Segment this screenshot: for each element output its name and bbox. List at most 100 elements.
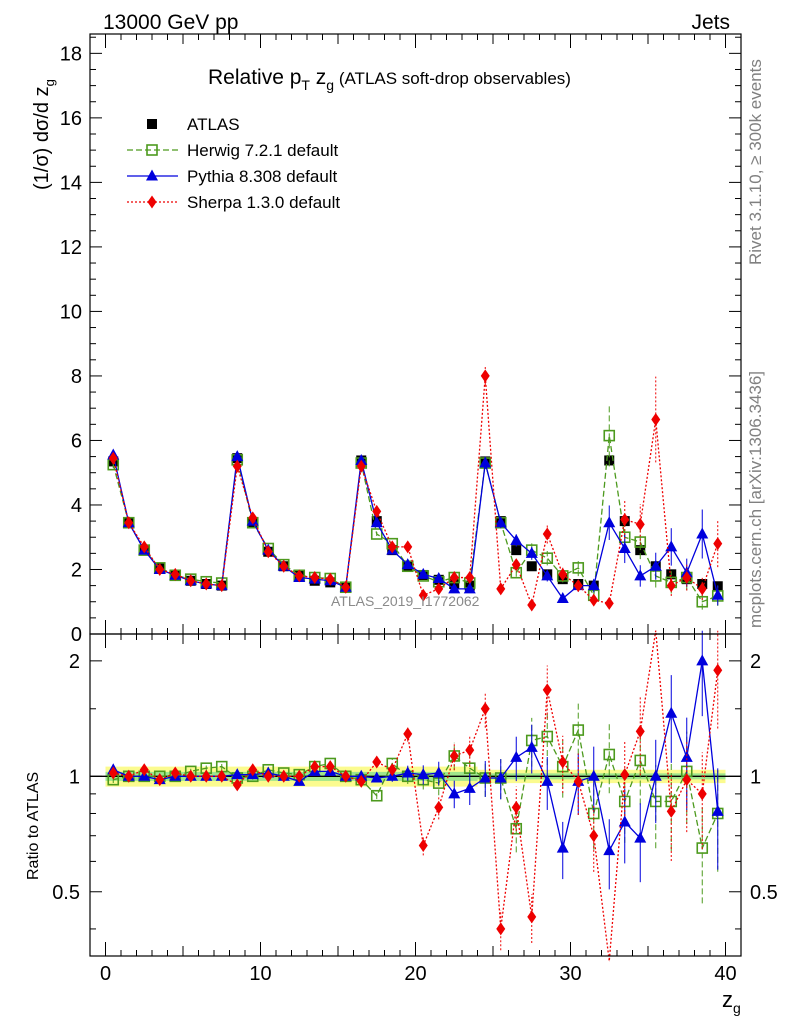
ratio-point (696, 842, 709, 854)
ratio-point (618, 815, 631, 827)
data-point (556, 592, 569, 604)
data-point (620, 512, 630, 526)
ratio-plot-area (90, 630, 741, 962)
ratio-point (572, 724, 585, 736)
ratio-panel-frame (89, 633, 742, 957)
y-tick-label: 12 (60, 237, 82, 259)
ratio-point (201, 769, 211, 783)
data-point (341, 580, 351, 594)
y-tick-label: 2 (71, 559, 82, 581)
ratio-series-sherpa-1-3-0-default (108, 630, 723, 962)
data-point (494, 516, 507, 528)
data-point (186, 574, 196, 588)
data-point (542, 527, 552, 541)
y-tick-label: 6 (71, 430, 82, 452)
ratio-point (434, 800, 444, 814)
ratio-point (634, 831, 647, 843)
data-point (372, 504, 382, 518)
ratio-point (448, 787, 461, 799)
ratio-point (479, 771, 492, 783)
data-point (418, 588, 428, 602)
ratio-line (113, 630, 719, 962)
ratio-point (217, 769, 227, 783)
title-suffix: (ATLAS soft-drop observables) (334, 69, 571, 88)
ratio-point (232, 778, 242, 792)
legend-label: ATLAS (187, 115, 240, 134)
ratio-point (370, 789, 383, 802)
ratio-point (635, 724, 645, 738)
legend-label: Herwig 7.2.1 default (187, 141, 338, 160)
ratio-point (139, 763, 149, 777)
ratio-y-tick-label-right: 0.5 (750, 882, 778, 904)
data-point (232, 459, 242, 473)
ratio-point (696, 654, 709, 666)
ratio-point (682, 773, 692, 787)
data-point (248, 511, 258, 525)
data-point (589, 593, 599, 607)
data-point (618, 542, 631, 554)
ratio-point (465, 743, 475, 757)
ratio-point (387, 763, 397, 777)
ratio-point (401, 766, 414, 778)
data-point (217, 579, 227, 593)
data-point (124, 516, 134, 530)
y-tick-label: 8 (71, 366, 82, 388)
data-point (603, 429, 616, 442)
ratio-point (480, 702, 490, 716)
ratio-point (463, 781, 476, 793)
ratio-point (666, 804, 676, 818)
data-point (558, 567, 568, 581)
ratio-point (310, 760, 320, 774)
data-point (511, 545, 522, 556)
ratio-point (494, 771, 507, 783)
x-tick-label: 10 (249, 963, 271, 985)
ratio-y-axis: 0.5 0.5 1 1 2 2 (52, 651, 778, 930)
ratio-point (558, 755, 568, 769)
ratio-point (279, 769, 289, 783)
data-point (463, 582, 476, 594)
ratio-point (263, 769, 273, 783)
legend-label: Sherpa 1.3.0 default (187, 193, 340, 212)
data-point (604, 596, 614, 610)
ratio-line (112, 660, 719, 853)
data-point (201, 577, 211, 591)
legend-marker (147, 195, 157, 209)
data-point (480, 369, 490, 383)
main-x-ticks (89, 34, 742, 634)
x-axis: 0 10 20 30 40 (89, 634, 742, 985)
ratio-point (711, 804, 724, 816)
ratio-point (231, 768, 244, 780)
legend-label: Pythia 8.308 default (187, 167, 338, 186)
data-point (573, 579, 583, 593)
data-point (603, 516, 616, 528)
legend-marker (146, 169, 158, 181)
ratio-point (372, 755, 382, 769)
main-y-label: (1/σ) dσ/d zg (31, 79, 57, 190)
ratio-point (665, 706, 678, 718)
x-axis-label: zg (722, 987, 741, 1016)
data-point (325, 572, 335, 586)
data-point (526, 561, 537, 572)
ratio-point (541, 730, 554, 743)
data-point (310, 571, 320, 585)
data-point (387, 540, 397, 554)
data-point (634, 569, 647, 581)
data-point (263, 545, 273, 559)
title-z: z (310, 66, 326, 89)
series-sherpa-1-3-0-default (108, 366, 723, 612)
data-point (682, 571, 692, 585)
data-point (432, 572, 445, 584)
data-point (510, 533, 523, 545)
rivet-label: Rivet 3.1.10, ≥ 300k events (746, 59, 765, 265)
data-point (370, 516, 383, 528)
ratio-point (542, 683, 552, 697)
ratio-series-herwig-7-2-1-default (107, 702, 724, 904)
data-point (697, 582, 707, 596)
data-point (572, 562, 585, 574)
data-point (541, 569, 554, 581)
main-y-axis: 0 2 4 6 8 10 12 14 16 18 (60, 36, 741, 646)
legend: ATLAS Herwig 7.2.1 default Pythia 8.308 de… (127, 115, 340, 212)
data-point (449, 571, 459, 585)
data-point (448, 582, 461, 594)
